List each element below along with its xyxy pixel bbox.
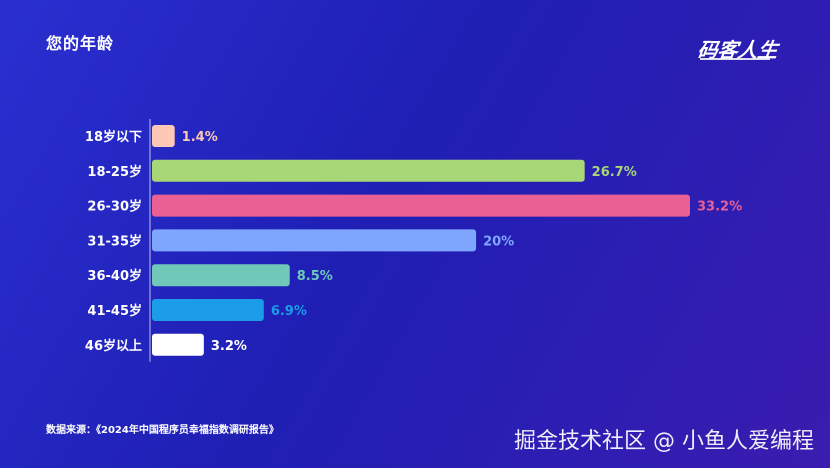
bar: [152, 125, 175, 147]
bar: [152, 264, 290, 287]
category-label: 41-45岁: [87, 303, 142, 319]
data-label: 26.7%: [592, 165, 637, 180]
data-label: 6.9%: [271, 304, 307, 319]
category-label: 36-40岁: [87, 268, 142, 284]
category-label: 26-30岁: [87, 199, 142, 215]
category-label: 46岁以上: [85, 338, 142, 354]
bar: [152, 229, 477, 252]
bar: [152, 159, 585, 182]
data-label: 8.5%: [297, 269, 333, 284]
bar: [152, 194, 690, 217]
data-label: 1.4%: [182, 130, 218, 145]
category-label: 18-25岁: [87, 164, 142, 180]
bar: [152, 299, 264, 321]
data-label: 33.2%: [697, 200, 742, 215]
bar: [152, 333, 204, 356]
category-label: 31-35岁: [87, 233, 142, 249]
watermark-text: 掘金技术社区 @ 小鱼人爱编程: [514, 429, 814, 454]
brand-underline: [700, 58, 770, 60]
category-label: 18岁以下: [85, 129, 142, 145]
data-label: 3.2%: [211, 339, 247, 354]
data-source-note: 数据来源：《2024年中国程序员幸福指数调研报告》: [46, 425, 279, 436]
data-label: 20%: [483, 234, 514, 249]
chart-title: 您的年龄: [46, 34, 115, 53]
